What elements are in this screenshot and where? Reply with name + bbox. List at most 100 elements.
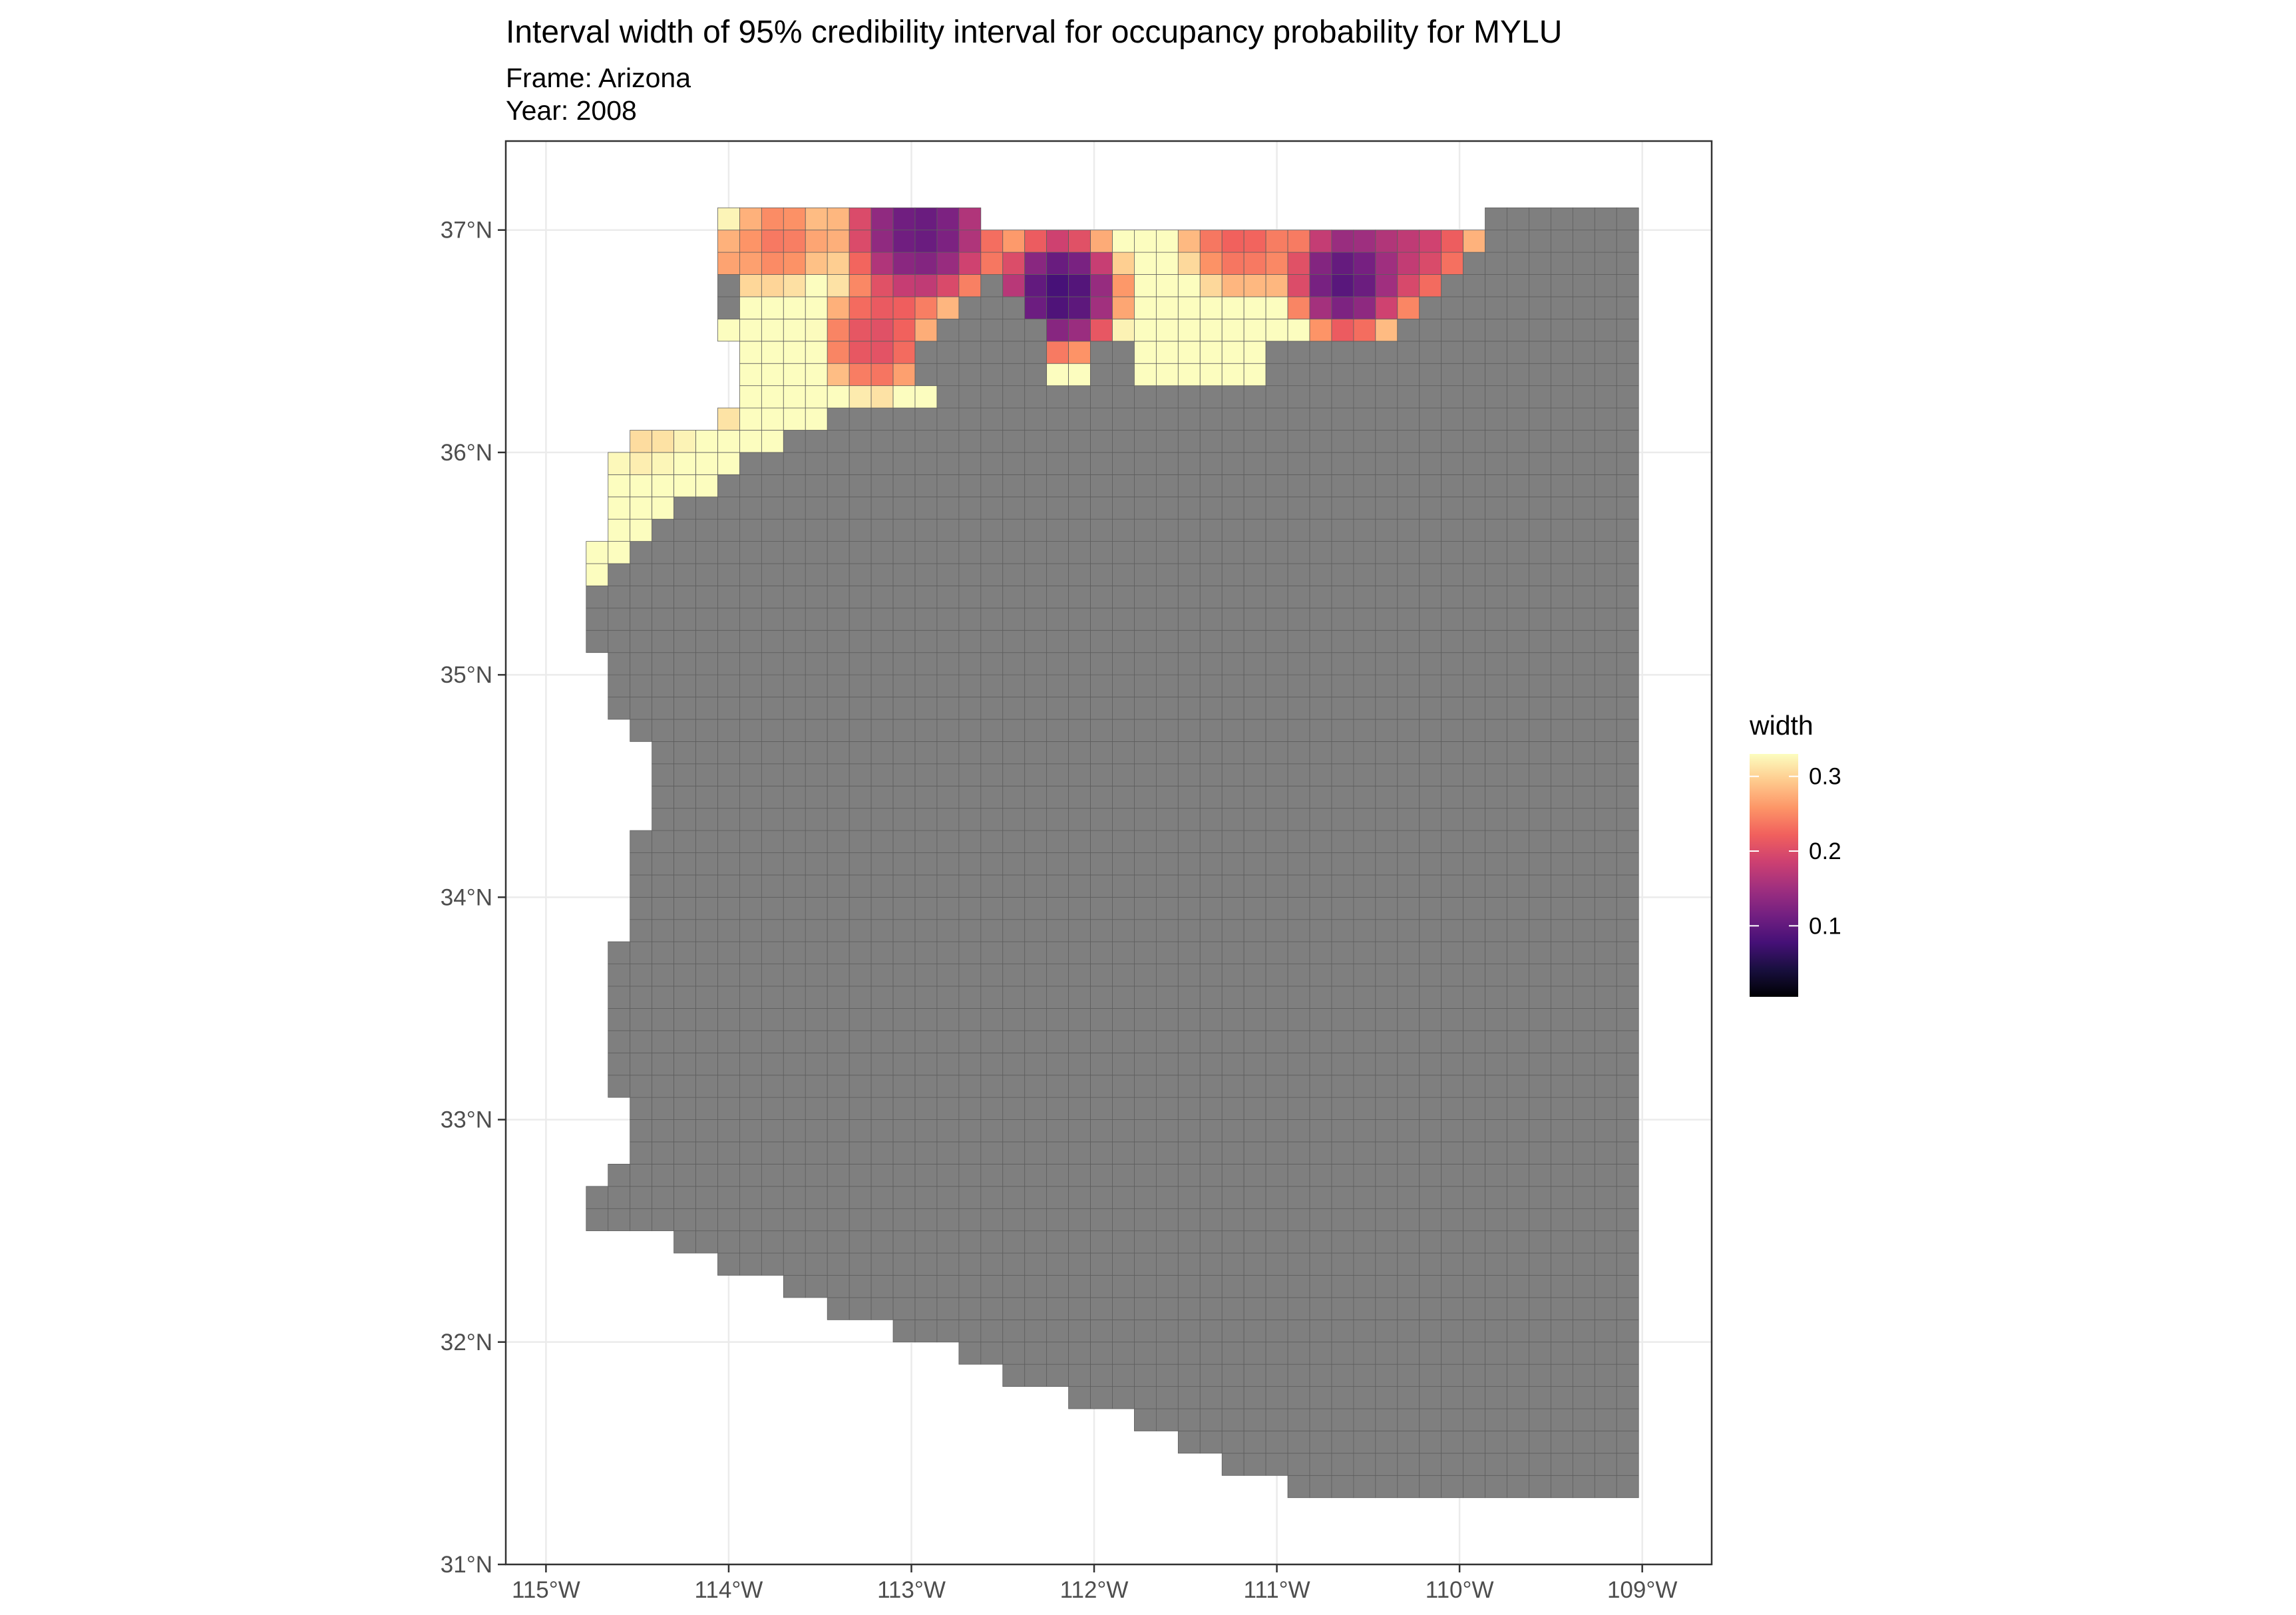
grid-cell-no-data [608,586,631,609]
grid-cell-no-data [1397,586,1420,609]
grid-cell-no-data [1550,719,1573,742]
grid-cell-no-data [1375,674,1398,697]
grid-cell-no-data [1529,629,1551,653]
grid-cell-no-data [1287,896,1310,920]
grid-cell-no-data [1463,407,1485,431]
grid-cell-no-data [892,697,916,720]
grid-cell-no-data [980,719,1004,742]
grid-cell-observed [805,207,828,231]
grid-cell-no-data [936,1141,960,1165]
grid-cell-no-data [1090,1186,1113,1209]
grid-cell-observed [1221,318,1244,342]
grid-cell-no-data [1265,719,1288,742]
grid-cell-no-data [1572,474,1595,498]
grid-cell-no-data [630,986,653,1009]
grid-cell-no-data [1046,608,1069,631]
grid-cell-no-data [958,896,982,920]
grid-cell-no-data [870,1164,894,1187]
grid-cell-no-data [761,629,784,653]
grid-cell-no-data [1024,652,1048,675]
grid-cell-no-data [1485,763,1507,787]
grid-cell-no-data [1243,1408,1266,1431]
grid-cell-no-data [630,964,653,987]
grid-cell-no-data [980,385,1004,409]
grid-cell-no-data [1265,1186,1288,1209]
grid-cell-no-data [1529,230,1551,253]
grid-cell-no-data [1463,830,1485,853]
grid-cell-observed [849,341,872,364]
grid-cell-no-data [1090,363,1113,387]
grid-cell-no-data [1024,430,1048,453]
grid-cell-no-data [1594,1408,1617,1431]
grid-cell-observed [1463,230,1485,253]
grid-cell-no-data [1309,1431,1332,1454]
grid-cell-no-data [1002,385,1026,409]
grid-cell-no-data [936,1164,960,1187]
grid-cell-no-data [1463,763,1485,787]
grid-cell-no-data [827,1052,850,1076]
grid-cell-no-data [1572,318,1595,342]
grid-cell-no-data [1331,1230,1354,1254]
grid-cell-no-data [1309,452,1332,475]
grid-cell-no-data [783,719,806,742]
grid-cell-no-data [1353,919,1376,942]
grid-cell-no-data [717,874,740,898]
grid-cell-no-data [652,608,674,631]
grid-cell-no-data [1265,452,1288,475]
grid-cell-no-data [1243,1141,1266,1165]
grid-cell-no-data [980,1208,1004,1232]
grid-cell-no-data [1090,852,1113,876]
grid-cell-no-data [783,586,806,609]
grid-cell-no-data [1419,1008,1442,1031]
grid-cell-no-data [1594,1386,1617,1409]
grid-cell-observed [673,452,696,475]
grid-cell-no-data [1046,563,1069,586]
grid-cell-no-data [1068,763,1091,787]
grid-cell-no-data [1507,1431,1529,1454]
grid-cell-no-data [1331,919,1354,942]
grid-cell-no-data [1550,808,1573,831]
grid-cell-no-data [1463,1431,1485,1454]
grid-cell-no-data [1309,852,1332,876]
grid-cell-no-data [1112,518,1135,542]
grid-cell-no-data [1002,407,1026,431]
grid-cell-no-data [1002,363,1026,387]
grid-cell-no-data [1507,1408,1529,1431]
grid-cell-no-data [761,674,784,697]
grid-cell-no-data [717,518,740,542]
grid-cell-no-data [652,674,674,697]
grid-cell-no-data [739,1252,762,1276]
grid-cell-no-data [1090,830,1113,853]
grid-cell-no-data [1507,941,1529,965]
grid-cell-no-data [1068,785,1091,809]
grid-cell-no-data [1243,1275,1266,1298]
grid-cell-observed [1419,274,1442,297]
grid-cell-no-data [958,563,982,586]
grid-cell-no-data [849,541,872,564]
grid-cell-no-data [1046,430,1069,453]
grid-cell-no-data [1331,1475,1354,1499]
grid-cell-no-data [1397,763,1420,787]
grid-cell-observed [783,341,806,364]
grid-cell-no-data [1507,1230,1529,1254]
grid-cell-no-data [914,1164,938,1187]
grid-cell-no-data [739,785,762,809]
grid-cell-observed [761,363,784,387]
grid-cell-no-data [980,1186,1004,1209]
grid-cell-no-data [1221,830,1244,853]
grid-cell-no-data [761,852,784,876]
grid-cell-no-data [1353,452,1376,475]
grid-cell-no-data [1463,586,1485,609]
grid-cell-no-data [1529,1431,1551,1454]
grid-cell-no-data [805,941,828,965]
grid-cell-no-data [936,1230,960,1254]
grid-cell-no-data [1550,1297,1573,1320]
grid-cell-no-data [1485,1141,1507,1165]
grid-cell-no-data [1550,1097,1573,1120]
grid-cell-no-data [1243,1431,1266,1454]
grid-cell-no-data [608,1008,631,1031]
grid-cell-no-data [1309,697,1332,720]
grid-cell-observed [936,207,960,231]
grid-cell-no-data [892,1097,916,1120]
grid-cell-no-data [1594,1008,1617,1031]
